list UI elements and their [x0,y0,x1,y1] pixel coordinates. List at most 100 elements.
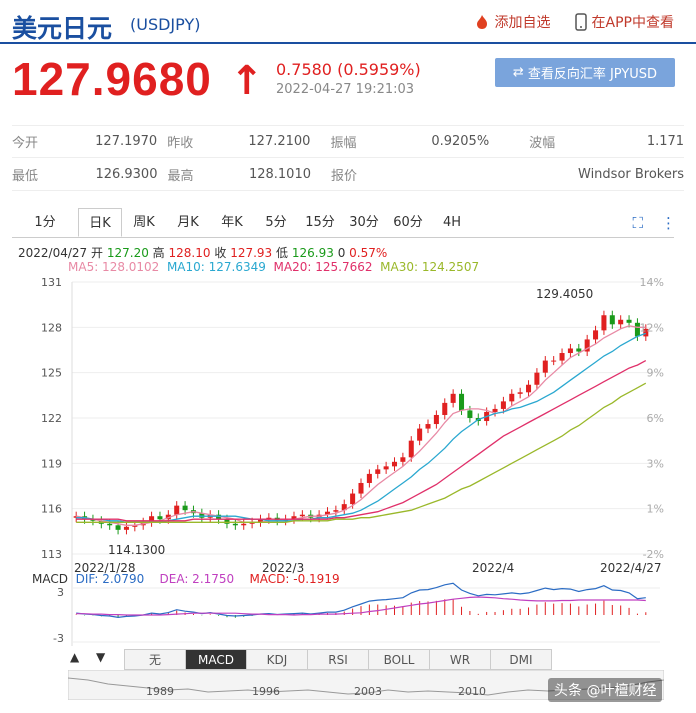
y-tick-label: 119 [41,457,62,470]
candle-body [157,516,163,520]
price-change: 0.7580 (0.5959%) [276,60,421,79]
indicator-rsi[interactable]: RSI [307,649,369,670]
candle-body [417,428,423,441]
candle-body [609,315,615,325]
candle-body [149,516,155,523]
tab-1min[interactable]: 1分 [34,215,56,230]
candle-body [358,482,364,494]
candle-body [249,522,255,524]
quote-time: 2022-04-27 19:21:03 [276,82,415,97]
tab-yearly[interactable]: 年K [221,215,243,230]
ma30-line [76,382,647,523]
candle-body [266,517,272,520]
ma5-label: MA5: 128.0102 [68,260,160,274]
indicator-none[interactable]: 无 [124,649,186,670]
page-title: 美元日元 [12,14,113,43]
ma20-line [76,360,647,522]
ma-legend: MA5: 128.0102 MA10: 127.6349 MA20: 125.7… [68,260,479,274]
candle-body [224,519,230,524]
dif-line [76,582,646,619]
tab-weekly[interactable]: 周K [133,215,155,230]
candle-body [216,514,222,520]
candle-body [618,319,624,325]
candle-body [241,523,247,526]
more-icon[interactable]: ⋮ [661,214,676,232]
open-app-button[interactable]: 在APP中查看 [574,12,674,32]
max-label: 129.4050 [536,287,593,301]
tab-30min[interactable]: 30分 [349,215,379,230]
ohlc-readout: 2022/04/27 开 127.20 高 128.10 收 127.93 低 … [18,244,387,261]
candle-body [492,408,498,412]
phone-icon [574,13,587,31]
macd-tick-label: -3 [53,632,64,645]
tab-15min[interactable]: 15分 [305,215,335,230]
candle-body [324,511,331,515]
candle-body [584,339,590,352]
ohlc-open-label: 开 [91,246,104,260]
indicator-boll[interactable]: BOLL [368,649,430,670]
scroll-down-icon[interactable]: ▼ [96,650,106,664]
header-actions: 添加自选 在APP中查看 [474,12,674,32]
indicator-macd[interactable]: MACD [185,649,247,670]
candlestick-chart[interactable]: 131 14%128 12%125 9%122 6%119 3%116 1%113 -2%20… [0,276,696,648]
candle-body [90,519,96,521]
period-tabs: 1分 日K 周K 月K 年K 5分 15分 30分 60分 4H [12,208,674,238]
add-watch-label: 添加自选 [494,15,551,31]
stat-value: 1.171 [646,134,685,149]
tab-5min[interactable]: 5分 [265,215,287,230]
candle-body [433,414,439,425]
candle-body [333,510,339,512]
candle-body [517,392,523,394]
stat-value: 0.9205% [431,134,490,149]
candle-body [132,525,138,527]
stat-label: 昨收 [167,136,194,151]
indicator-dmi[interactable]: DMI [490,649,552,670]
pct-tick-label: -2% [643,548,664,561]
candle-body [467,410,473,418]
candle-body [232,523,238,526]
candle-body [366,473,372,483]
add-watch-button[interactable]: 添加自选 [474,12,551,32]
stat-label: 振幅 [330,136,357,151]
scroll-up-icon[interactable]: ▲ [70,650,80,664]
y-tick-label: 131 [41,276,62,289]
tab-60min[interactable]: 60分 [393,215,423,230]
pct-tick-label: 3% [647,457,664,470]
candle-body [257,519,263,523]
macd-tick-label: 3 [57,586,64,599]
header-divider [0,42,696,44]
reverse-rate-label: 查看反向汇率 JPYUSD [527,67,658,82]
candle-body [542,360,548,373]
tab-4h[interactable]: 4H [442,215,462,230]
ohlc-high: 128.10 [168,246,211,260]
dea-line [76,596,646,616]
candle-body [593,330,599,340]
stats-row: 今开 127.1970 昨收 127.2100 振幅 0.9205% 波幅 1.… [12,125,684,158]
swap-icon: ⇄ [512,65,524,80]
macd-legend: MACD DIF: 2.0790 DEA: 2.1750 MACD: -0.19… [32,572,340,586]
candle-body [73,516,79,518]
indicator-wr[interactable]: WR [429,649,491,670]
ohlc-date: 2022/04/27 [18,246,88,260]
macd-value: MACD: -0.1919 [249,572,340,586]
timeline-year: 1989 [146,685,174,698]
reverse-rate-button[interactable]: ⇄ 查看反向汇率 JPYUSD [495,58,675,87]
pct-tick-label: 6% [647,412,664,425]
tab-monthly[interactable]: 月K [177,215,199,230]
ohlc-close-label: 收 [214,246,227,260]
stat-value: 126.9300 [95,166,158,182]
tab-daily[interactable]: 日K [78,208,122,237]
ma30-label: MA30: 124.2507 [380,260,480,274]
candle-body [291,516,297,520]
candle-body [174,505,180,515]
fullscreen-icon[interactable]: ⛶ [632,214,643,232]
timeline-navigator[interactable]: 1989 1996 2003 2010 [68,670,664,700]
indicator-kdj[interactable]: KDJ [246,649,308,670]
x-tick-label: 2022/4 [472,561,514,575]
indicator-tabs: 无 MACD KDJ RSI BOLL WR DMI [124,649,552,670]
symbol-code: (USDJPY) [130,15,201,34]
candle-body [500,401,506,409]
candle-body [576,348,582,352]
stat-value: 127.2100 [248,134,311,149]
y-tick-label: 128 [41,321,62,334]
